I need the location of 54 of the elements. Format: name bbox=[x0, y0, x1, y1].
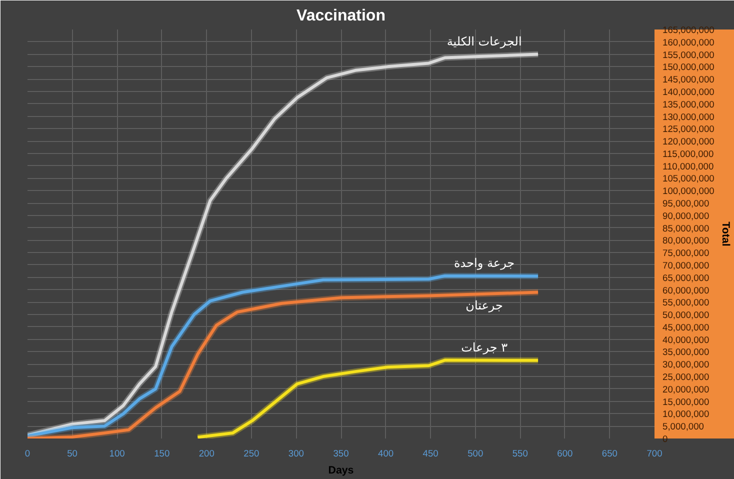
y-tick-label: 90,000,000 bbox=[662, 210, 710, 221]
y-tick-label: 160,000,000 bbox=[662, 37, 714, 48]
y-tick-label: 45,000,000 bbox=[662, 322, 710, 332]
y-tick-label: 60,000,000 bbox=[662, 285, 710, 296]
x-tick-label: 450 bbox=[422, 448, 438, 458]
x-tick-label: 250 bbox=[244, 448, 260, 458]
y-tick-label: 80,000,000 bbox=[662, 236, 710, 246]
y-tick-label: 135,000,000 bbox=[662, 99, 714, 110]
x-axis-title: Days bbox=[328, 464, 354, 476]
series-label: ٣ جرعات bbox=[461, 340, 508, 354]
x-tick-label: 700 bbox=[646, 448, 662, 458]
y-tick-label: 105,000,000 bbox=[662, 174, 714, 184]
y-tick-label: 145,000,000 bbox=[662, 74, 714, 85]
y-tick-label: 125,000,000 bbox=[662, 124, 714, 134]
y-tick-label: 65,000,000 bbox=[662, 272, 710, 283]
y-tick-label: 115,000,000 bbox=[662, 148, 714, 159]
y-tick-label: 110,000,000 bbox=[662, 161, 714, 172]
x-tick-label: 300 bbox=[288, 448, 304, 458]
series-label: الجرعات الكلية bbox=[446, 34, 522, 48]
y-tick-label: 40,000,000 bbox=[662, 334, 710, 345]
x-tick-label: 200 bbox=[198, 448, 214, 458]
chart-title: Vaccination bbox=[296, 8, 386, 24]
x-tick-label: 350 bbox=[333, 448, 349, 458]
y-axis-title: Total bbox=[719, 222, 732, 246]
x-tick-label: 0 bbox=[24, 448, 30, 458]
y-tick-label: 120,000,000 bbox=[662, 136, 714, 147]
y-tick-label: 55,000,000 bbox=[662, 298, 710, 308]
y-tick-label: 35,000,000 bbox=[662, 347, 710, 358]
y-tick-label: 25,000,000 bbox=[662, 372, 710, 382]
x-tick-label: 50 bbox=[67, 448, 78, 458]
y-tick-label: 15,000,000 bbox=[662, 396, 710, 407]
y-tick-label: 10,000,000 bbox=[662, 409, 710, 420]
y-tick-label: 75,000,000 bbox=[662, 248, 710, 258]
series-label: جرعتان bbox=[466, 298, 503, 312]
series-label: جرعة واحدة bbox=[454, 256, 515, 270]
x-tick-label: 650 bbox=[602, 448, 618, 458]
x-tick-label: 100 bbox=[109, 448, 125, 458]
y-tick-label: 130,000,000 bbox=[662, 112, 714, 122]
y-tick-label: 5,000,000 bbox=[662, 422, 704, 432]
x-tick-label: 550 bbox=[512, 448, 528, 458]
y-tick-label: 100,000,000 bbox=[662, 186, 714, 196]
x-tick-label: 600 bbox=[557, 448, 573, 458]
y-tick-label: 30,000,000 bbox=[662, 360, 710, 370]
y-tick-label: 85,000,000 bbox=[662, 223, 710, 234]
y-tick-label: 20,000,000 bbox=[662, 384, 710, 394]
y-tick-label: 95,000,000 bbox=[662, 198, 710, 209]
x-tick-label: 150 bbox=[154, 448, 170, 458]
y-tick-label: 140,000,000 bbox=[662, 86, 714, 97]
y-tick-label: 50,000,000 bbox=[662, 310, 710, 320]
y-tick-label: 150,000,000 bbox=[662, 62, 714, 72]
y-tick-label: 155,000,000 bbox=[662, 50, 714, 60]
x-tick-label: 400 bbox=[378, 448, 394, 458]
y-tick-label: 70,000,000 bbox=[662, 260, 710, 270]
x-tick-label: 500 bbox=[468, 448, 484, 458]
